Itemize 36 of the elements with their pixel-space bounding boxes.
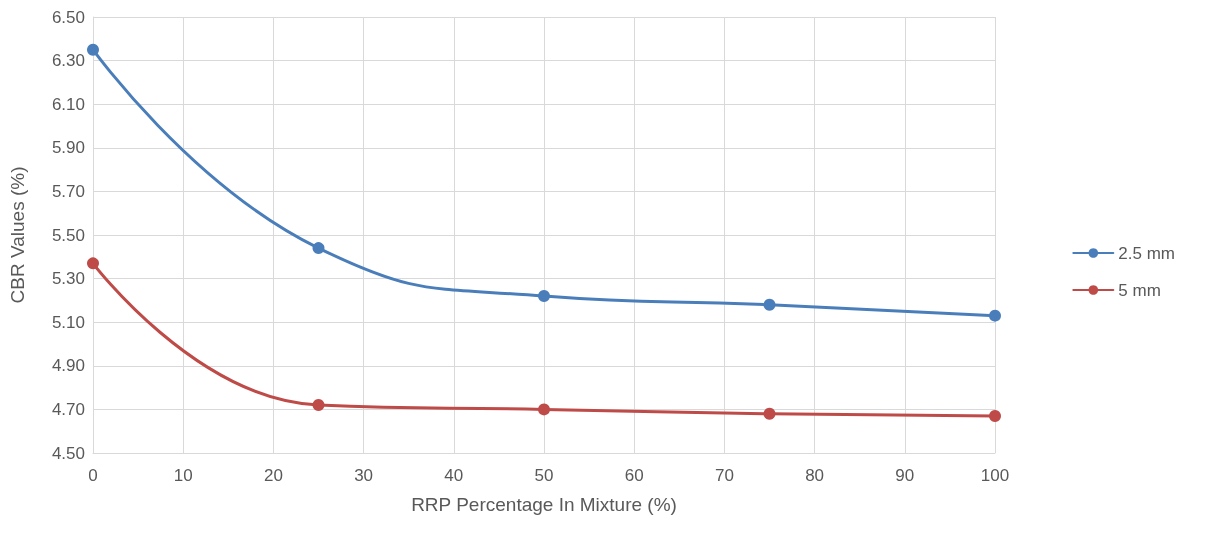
legend-label: 2.5 mm xyxy=(1118,243,1176,263)
point xyxy=(763,298,776,311)
legend-label: 5 mm xyxy=(1118,280,1161,300)
point xyxy=(538,290,550,303)
y-tick-label: 5.50 xyxy=(51,225,85,245)
y-tick-label: 6.50 xyxy=(51,7,85,27)
y-axis-title: CBR Values (%) xyxy=(7,166,28,304)
x-tick-label: 50 xyxy=(534,466,554,485)
y-tick-label: 4.50 xyxy=(51,443,85,463)
y-tick-label: 5.30 xyxy=(51,269,85,289)
point xyxy=(312,399,325,412)
x-tick-label: 100 xyxy=(980,466,1010,485)
point xyxy=(763,407,776,420)
point xyxy=(538,403,550,416)
point xyxy=(989,409,1001,422)
point xyxy=(989,309,1001,322)
x-tick-label: 20 xyxy=(263,466,283,485)
x-axis-title: RRP Percentage In Mixture (%) xyxy=(411,494,677,515)
x-tick-label: 90 xyxy=(895,466,915,485)
y-tick-label: 5.90 xyxy=(51,138,85,158)
y-tick-label: 6.30 xyxy=(51,51,85,71)
y-tick-label: 4.70 xyxy=(51,399,85,419)
point xyxy=(312,242,325,255)
y-tick-label: 5.10 xyxy=(51,312,85,332)
x-tick-label: 30 xyxy=(354,466,374,485)
point xyxy=(87,257,99,270)
y-tick-label: 6.10 xyxy=(51,94,85,114)
x-tick-label: 40 xyxy=(444,466,464,485)
x-tick-label: 70 xyxy=(714,466,734,485)
x-tick-label: 0 xyxy=(88,466,98,485)
x-tick-label: 80 xyxy=(805,466,825,485)
y-tick-label: 4.90 xyxy=(51,356,85,376)
y-tick-label: 5.70 xyxy=(51,181,85,201)
x-tick-label: 10 xyxy=(173,466,193,485)
x-tick-label: 60 xyxy=(624,466,644,485)
point xyxy=(87,43,99,56)
